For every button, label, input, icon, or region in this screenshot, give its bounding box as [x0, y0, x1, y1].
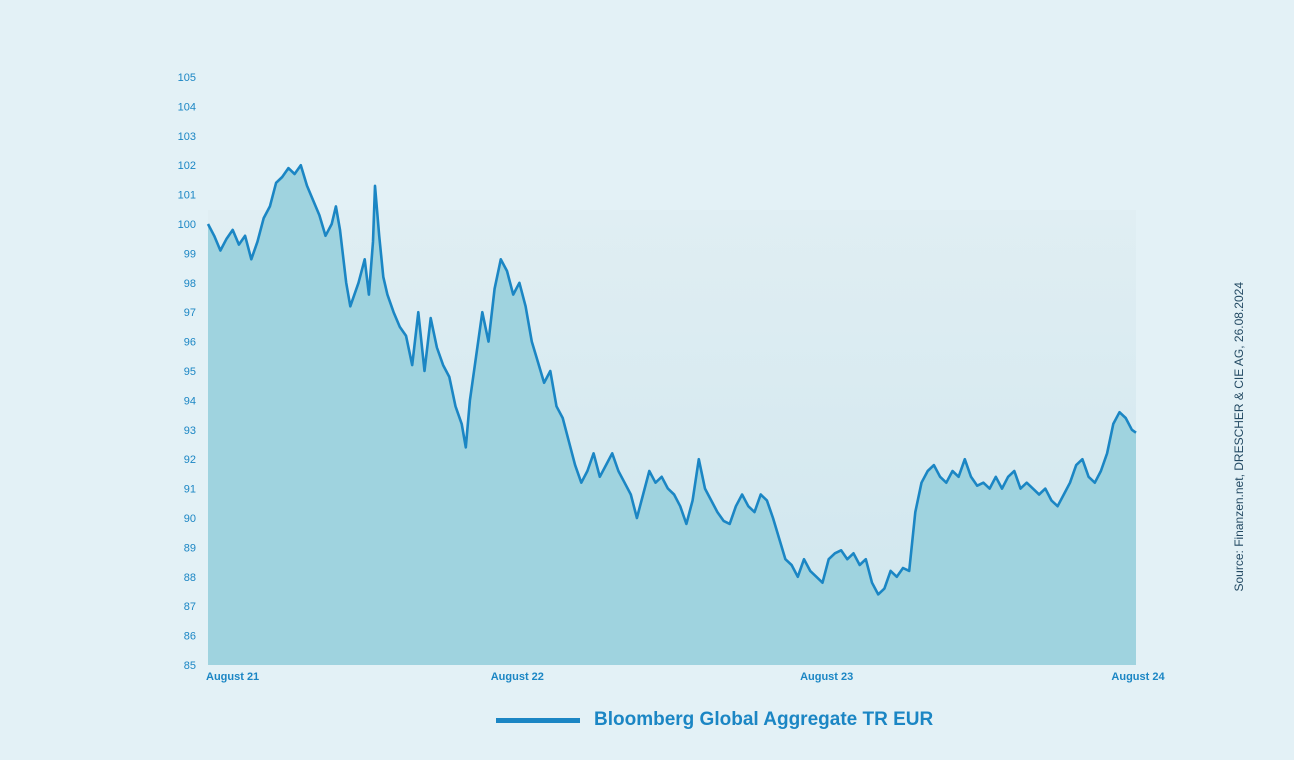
y-tick-label: 92 [184, 454, 196, 466]
y-tick-label: 86 [184, 631, 196, 643]
y-tick-label: 102 [178, 160, 196, 172]
source-note: Source: Finanzen.net, DRESCHER & CIE AG,… [1232, 282, 1246, 592]
y-tick-label: 105 [178, 72, 196, 84]
series-line [206, 163, 1137, 596]
y-axis: 85 86 87 88 89 90 91 92 93 94 95 96 97 98 99 100 101 102 1… [178, 72, 196, 672]
legend-swatch [496, 717, 580, 723]
y-tick-label: 100 [178, 219, 196, 231]
y-tick-label: 85 [184, 660, 196, 672]
y-tick-label: 95 [184, 366, 196, 378]
y-tick-label: 87 [184, 601, 196, 613]
y-tick-label: 91 [184, 484, 196, 496]
x-tick-label: August 21 [206, 671, 259, 683]
x-tick-label: August 23 [800, 671, 853, 683]
x-tick-label: August 24 [1111, 671, 1165, 683]
y-tick-label: 101 [178, 190, 196, 202]
series-area [208, 165, 1136, 665]
x-tick-label: August 22 [491, 671, 544, 683]
y-tick-label: 99 [184, 248, 196, 260]
y-tick-label: 93 [184, 425, 196, 437]
y-tick-label: 103 [178, 131, 196, 143]
y-tick-label: 104 [178, 101, 196, 113]
y-tick-label: 88 [184, 572, 196, 584]
y-tick-label: 96 [184, 337, 196, 349]
y-tick-label: 89 [184, 542, 196, 554]
y-tick-label: 94 [184, 395, 196, 407]
legend-label: Bloomberg Global Aggregate TR EUR [594, 709, 934, 730]
y-tick-label: 97 [184, 307, 196, 319]
y-tick-label: 90 [184, 513, 196, 525]
x-axis: August 21 August 22 August 23 August 24 [206, 671, 1165, 683]
y-tick-label: 98 [184, 278, 196, 290]
legend: Bloomberg Global Aggregate TR EUR [496, 706, 933, 734]
